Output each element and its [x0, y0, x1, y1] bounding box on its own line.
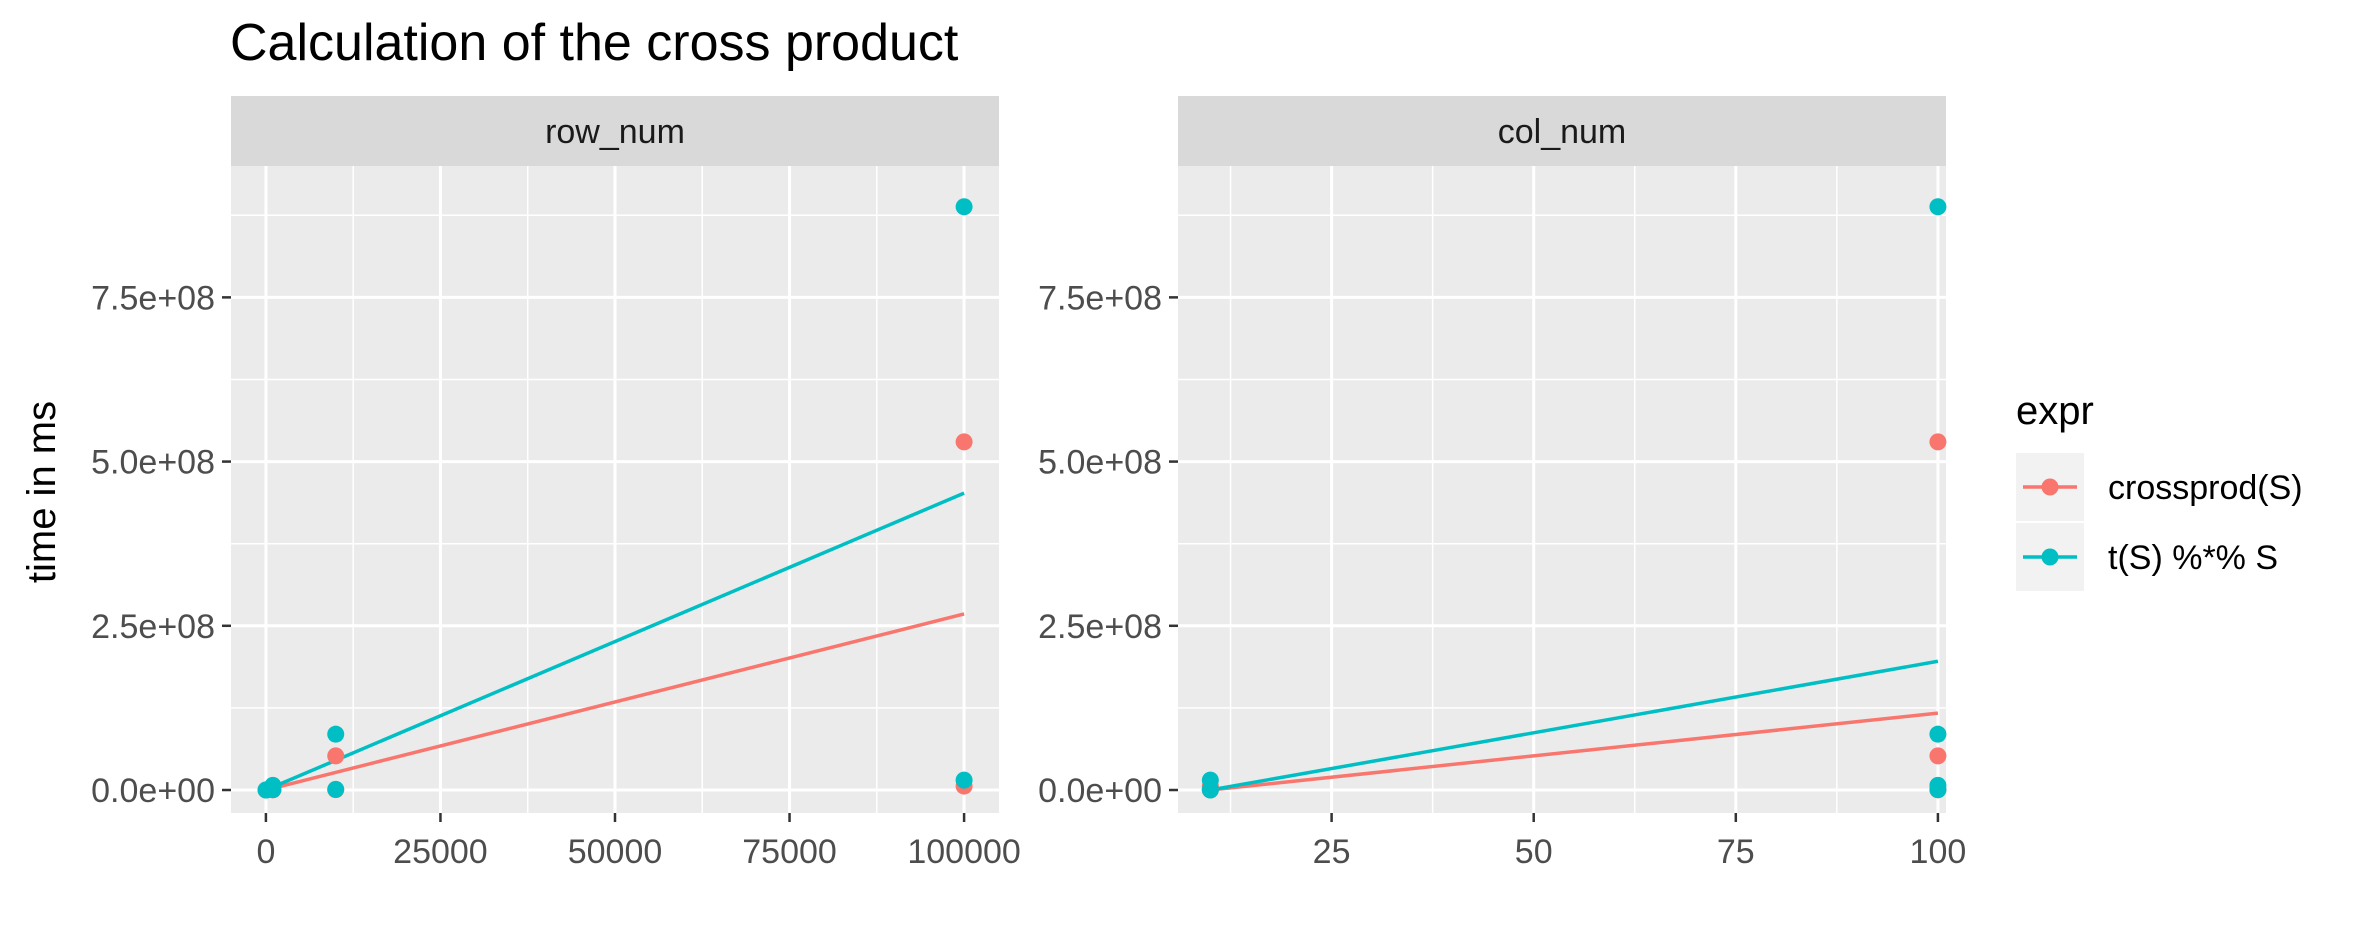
fit-line-t-s-s: [1210, 659, 1939, 792]
panel-background: [1178, 166, 1946, 813]
point-crossprod-s: [955, 433, 973, 451]
x-tick-label: 75000: [742, 833, 837, 871]
point-crossprod-s: [1929, 747, 1947, 765]
legend: expr crossprod(S) t(S) %*% S: [2016, 389, 2303, 591]
y-tick-label: 0.0e+00: [1038, 772, 1162, 810]
chart-title: Calculation of the cross product: [230, 14, 959, 72]
y-tick-label: 2.5e+08: [1038, 608, 1162, 646]
x-tick-label: 50000: [568, 833, 663, 871]
panel-col-num: col_num 0.0e+00 2.5e+08 5.0e+08 7.5e+08 25 50 7…: [1038, 96, 1966, 871]
legend-label-t-s-s: t(S) %*% S: [2108, 539, 2278, 577]
y-tick-label: 0.0e+00: [91, 772, 215, 810]
x-tick-label: 100000: [907, 833, 1020, 871]
x-tick-label: 75: [1717, 833, 1755, 871]
point-t-s-s: [1929, 198, 1947, 216]
legend-title: expr: [2016, 389, 2094, 433]
y-tick-label: 5.0e+08: [1038, 444, 1162, 482]
y-axis-title: time in ms: [20, 401, 64, 583]
legend-label-crossprod-s: crossprod(S): [2108, 469, 2303, 507]
facet-strip: [1178, 96, 1946, 166]
panel-row-num: row_num 0.0e+00 2.5e+08 5.0e+08 7.5e+08 0 2500…: [91, 96, 1021, 871]
y-tick-label: 5.0e+08: [91, 444, 215, 482]
y-tick-label: 2.5e+08: [91, 608, 215, 646]
point-t-s-s: [955, 771, 973, 789]
point-t-s-s: [1929, 776, 1947, 794]
x-tick-label: 25000: [393, 833, 488, 871]
x-tick-label: 25: [1313, 833, 1351, 871]
point-t-s-s: [327, 780, 345, 798]
point-t-s-s: [264, 781, 282, 799]
point-t-s-s: [1929, 725, 1947, 743]
x-tick-label: 50: [1515, 833, 1553, 871]
x-tick-label: 100: [1910, 833, 1967, 871]
fit-line-t-s-s: [265, 491, 965, 792]
y-tick-label: 7.5e+08: [1038, 279, 1162, 317]
fit-line-crossprod-s: [265, 612, 965, 792]
legend-marker-crossprod-s: [2041, 478, 2059, 496]
facet-strip: [231, 96, 999, 166]
y-tick-label: 7.5e+08: [91, 279, 215, 317]
x-tick-label: 0: [256, 833, 275, 871]
point-crossprod-s: [327, 747, 345, 765]
fit-line-crossprod-s: [1210, 711, 1939, 792]
point-t-s-s: [1201, 771, 1219, 789]
point-t-s-s: [955, 198, 973, 216]
facet-strip-label: col_num: [1498, 113, 1627, 151]
facet-strip-label: row_num: [545, 113, 685, 151]
point-t-s-s: [327, 725, 345, 743]
legend-marker-t-s-s: [2041, 548, 2059, 566]
point-crossprod-s: [1929, 433, 1947, 451]
